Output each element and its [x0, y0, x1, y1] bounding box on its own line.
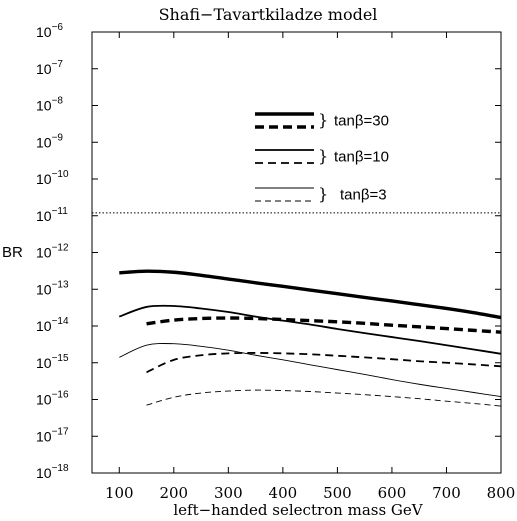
legend-brace: }: [318, 147, 328, 166]
x-tick-label: 300: [214, 484, 243, 502]
y-tick-label: 10−8: [36, 96, 63, 114]
x-tick-label: 200: [159, 484, 188, 502]
series-line-0-solid: [119, 269, 502, 320]
y-tick-label: 10−18: [36, 463, 69, 481]
y-tick-label: 10−12: [36, 243, 69, 261]
series-line-1-solid: [118, 304, 502, 355]
legend: } tanβ=30} tanβ=10} tanβ=3: [255, 111, 389, 204]
x-tick-label: 700: [432, 484, 461, 502]
y-tick-labels: 10−6 10−7 10−8 10−9 10−10 10−11 10−12 10−13 10−1…: [36, 22, 69, 481]
series-line-1-dashed: [146, 352, 502, 374]
y-axis-label: BR: [2, 244, 23, 261]
y-tick-label: 10−7: [36, 59, 63, 77]
y-tick-label: 10−13: [36, 279, 69, 297]
series-lines: [118, 269, 502, 407]
legend-label: tanβ=30: [334, 113, 389, 130]
y-tick-label: 10−16: [36, 390, 69, 408]
y-tick-label: 10−6: [36, 22, 63, 40]
legend-brace: }: [318, 111, 328, 130]
series-line-2-solid: [119, 343, 502, 398]
x-tick-label: 400: [269, 484, 298, 502]
x-tick-label: 500: [323, 484, 352, 502]
x-tick-label: 800: [487, 484, 516, 502]
legend-label: tanβ=3: [340, 187, 387, 204]
x-tick-label: 600: [378, 484, 407, 502]
legend-label: tanβ=10: [334, 149, 389, 166]
y-tick-label: 10−9: [36, 132, 63, 150]
x-tick-labels: 100 200 300 400 500 600 700 800: [105, 484, 515, 502]
y-tick-label: 10−11: [36, 206, 68, 224]
y-tick-label: 10−14: [36, 316, 69, 334]
chart-title: Shafi−Tavartkiladze model: [159, 5, 378, 24]
y-tick-label: 10−17: [36, 426, 69, 444]
series-line-0-dashed: [146, 316, 502, 334]
series-line-2-dashed: [146, 389, 502, 407]
legend-brace: }: [318, 185, 328, 204]
axis-ticks: [92, 31, 502, 474]
x-axis-label: left−handed selectron mass GeV: [173, 501, 423, 519]
y-tick-label: 10−10: [36, 169, 69, 187]
plot-frame: [91, 31, 502, 474]
x-tick-label: 100: [105, 484, 134, 502]
y-tick-label: 10−15: [36, 353, 69, 371]
